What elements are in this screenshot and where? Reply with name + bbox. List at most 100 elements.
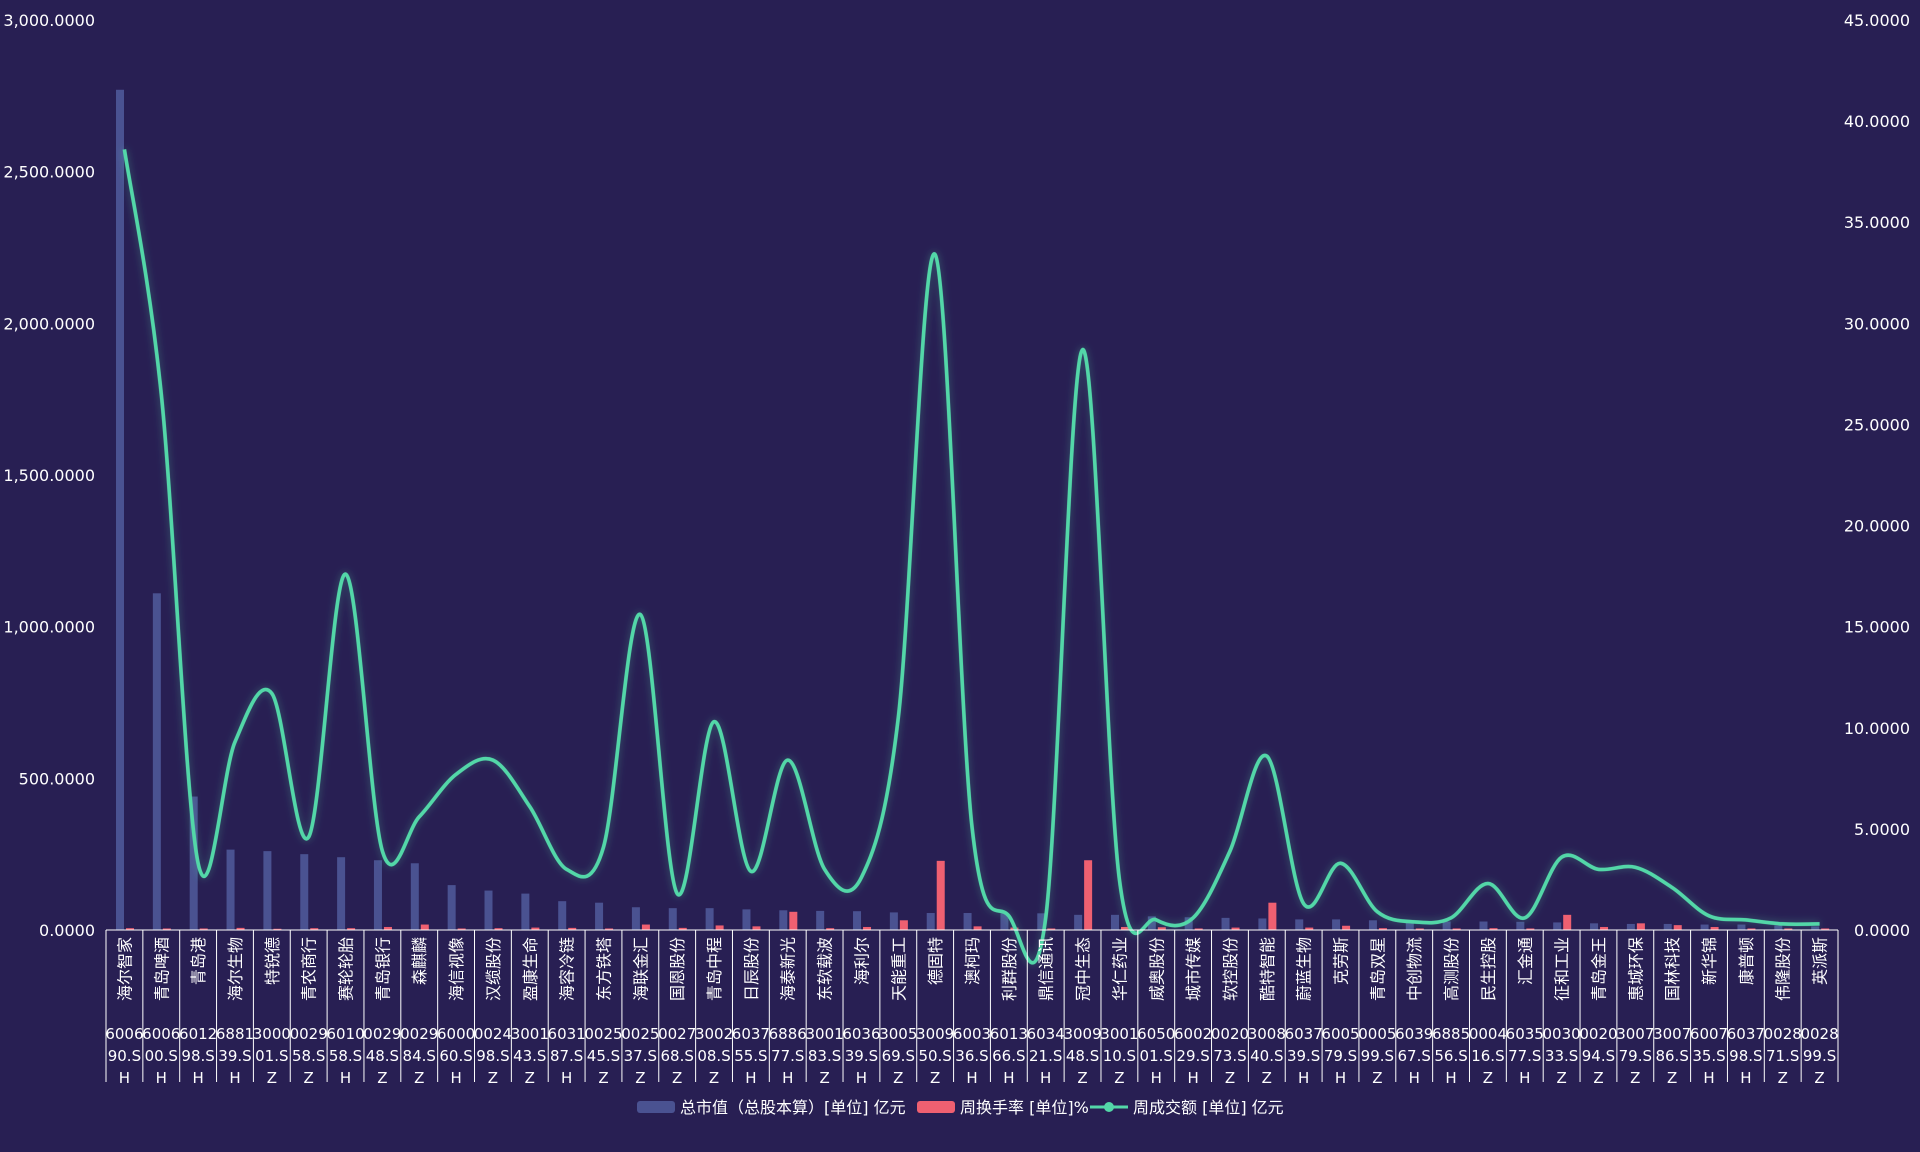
x-category-code: Z — [1077, 1069, 1087, 1087]
x-category-code: Z — [930, 1069, 940, 1087]
x-category-code: 99.S — [1361, 1047, 1394, 1065]
x-category-code: Z — [304, 1069, 314, 1087]
x-category-code: Z — [893, 1069, 903, 1087]
x-category-code: H — [1335, 1069, 1346, 1087]
x-category-code: H — [1003, 1069, 1014, 1087]
x-category-code: 56.S — [1434, 1047, 1467, 1065]
right-axis-tick-label: 0.0000 — [1854, 921, 1910, 940]
turnover-bar — [457, 928, 466, 930]
left-axis-tick-label: 3,000.0000 — [3, 11, 95, 30]
x-category-code: 3001 — [1100, 1025, 1138, 1043]
x-category-code: Z — [1593, 1069, 1603, 1087]
turnover-bar — [420, 924, 429, 930]
x-category-name: 克劳斯 — [1332, 937, 1351, 985]
x-category-name: 新华锦 — [1700, 937, 1719, 985]
x-category-code: 99.S — [1803, 1047, 1836, 1065]
x-category-code: Z — [377, 1069, 387, 1087]
x-category-name: 青岛金王 — [1589, 937, 1608, 1001]
x-category-code: 0025 — [584, 1025, 622, 1043]
legend-swatch — [637, 1101, 675, 1113]
x-category-code: 48.S — [1066, 1047, 1099, 1065]
market-cap-bar — [1553, 922, 1562, 930]
x-category-code: 3005 — [879, 1025, 917, 1043]
x-category-name: 酷特智能 — [1258, 937, 1277, 1001]
left-axis-tick-label: 500.0000 — [19, 769, 95, 788]
market-cap-bar — [1110, 914, 1119, 930]
x-category-code: 0024 — [474, 1025, 512, 1043]
x-category-name: 城市传媒 — [1184, 937, 1203, 1001]
x-category-code: 0005 — [1358, 1025, 1396, 1043]
x-category-code: H — [856, 1069, 867, 1087]
x-category-name: 软控股份 — [1221, 937, 1240, 1001]
right-axis-tick-label: 35.0000 — [1844, 213, 1910, 232]
x-category-code: 40.S — [1250, 1047, 1283, 1065]
turnover-bar — [347, 928, 356, 930]
x-category-code: 66.S — [992, 1047, 1025, 1065]
x-category-name: 康普顿 — [1737, 937, 1756, 985]
x-category-code: 6006 — [142, 1025, 180, 1043]
market-cap-bar — [1442, 921, 1451, 930]
x-category-name: 中创物流 — [1405, 937, 1424, 1001]
x-category-name: 冠中生态 — [1074, 937, 1093, 1001]
x-category-code: 48.S — [366, 1047, 399, 1065]
turnover-bar — [826, 928, 835, 930]
x-category-code: 94.S — [1582, 1047, 1615, 1065]
x-category-name: 天能重工 — [889, 937, 908, 1001]
x-category-code: Z — [635, 1069, 645, 1087]
x-category-name: 利群股份 — [1000, 937, 1019, 1001]
market-cap-bar — [337, 857, 346, 930]
x-category-code: 39.S — [218, 1047, 251, 1065]
x-category-code: Z — [1114, 1069, 1124, 1087]
turnover-bar — [641, 924, 650, 930]
x-category-name: 惠城环保 — [1626, 937, 1645, 1001]
turnover-bar — [162, 928, 171, 930]
market-cap-bar — [1737, 924, 1746, 930]
x-category-code: 6037 — [1285, 1025, 1323, 1043]
x-category-code: 35.S — [1692, 1047, 1725, 1065]
market-cap-bar — [1221, 917, 1230, 930]
x-category-code: 6013 — [990, 1025, 1028, 1043]
x-category-code: H — [1445, 1069, 1456, 1087]
x-category-code: H — [1519, 1069, 1530, 1087]
turnover-bar — [236, 927, 245, 930]
x-category-code: 0027 — [658, 1025, 696, 1043]
x-category-code: Z — [1814, 1069, 1824, 1087]
x-category-code: 77.S — [1508, 1047, 1541, 1065]
x-category-code: 29.S — [1176, 1047, 1209, 1065]
x-axis: 海尔智家600690.SH青岛啤酒600600.SH青岛港601298.SH海尔… — [105, 929, 1839, 1087]
market-cap-bar — [816, 910, 825, 930]
x-category-name: 鼎信通讯 — [1037, 937, 1056, 1001]
x-category-code: 83.S — [808, 1047, 841, 1065]
x-category-code: Z — [819, 1069, 829, 1087]
x-category-code: 3009 — [1063, 1025, 1101, 1043]
market-cap-bar — [1368, 920, 1377, 930]
right-axis-tick-label: 10.0000 — [1844, 719, 1910, 738]
x-category-code: 58.S — [292, 1047, 325, 1065]
x-category-code: Z — [598, 1069, 608, 1087]
x-category-code: H — [561, 1069, 572, 1087]
turnover-bar — [1673, 925, 1682, 930]
x-category-code: 71.S — [1766, 1047, 1799, 1065]
market-cap-bar — [631, 907, 640, 930]
turnover-bar — [715, 925, 724, 930]
volume-line — [122, 149, 1820, 965]
market-cap-bar — [1663, 923, 1672, 930]
x-category-code: 3001 — [806, 1025, 844, 1043]
market-cap-bar — [1774, 925, 1783, 930]
market-cap-bar — [742, 909, 751, 930]
turnover-bar — [863, 926, 872, 930]
x-category-name: 征和工业 — [1553, 937, 1572, 1001]
turnover-bar — [273, 928, 282, 930]
x-category-name: 青农商行 — [300, 937, 319, 1001]
x-category-code: 3002 — [695, 1025, 733, 1043]
x-category-code: 33.S — [1545, 1047, 1578, 1065]
turnover-bar — [1747, 928, 1756, 930]
x-category-code: 6031 — [548, 1025, 586, 1043]
x-category-code: 00.S — [145, 1047, 178, 1065]
market-cap-bar — [447, 885, 456, 930]
market-cap-bar — [595, 902, 604, 930]
turnover-bar — [1784, 928, 1793, 930]
x-category-code: 77.S — [771, 1047, 804, 1065]
turnover-bar — [605, 928, 614, 930]
